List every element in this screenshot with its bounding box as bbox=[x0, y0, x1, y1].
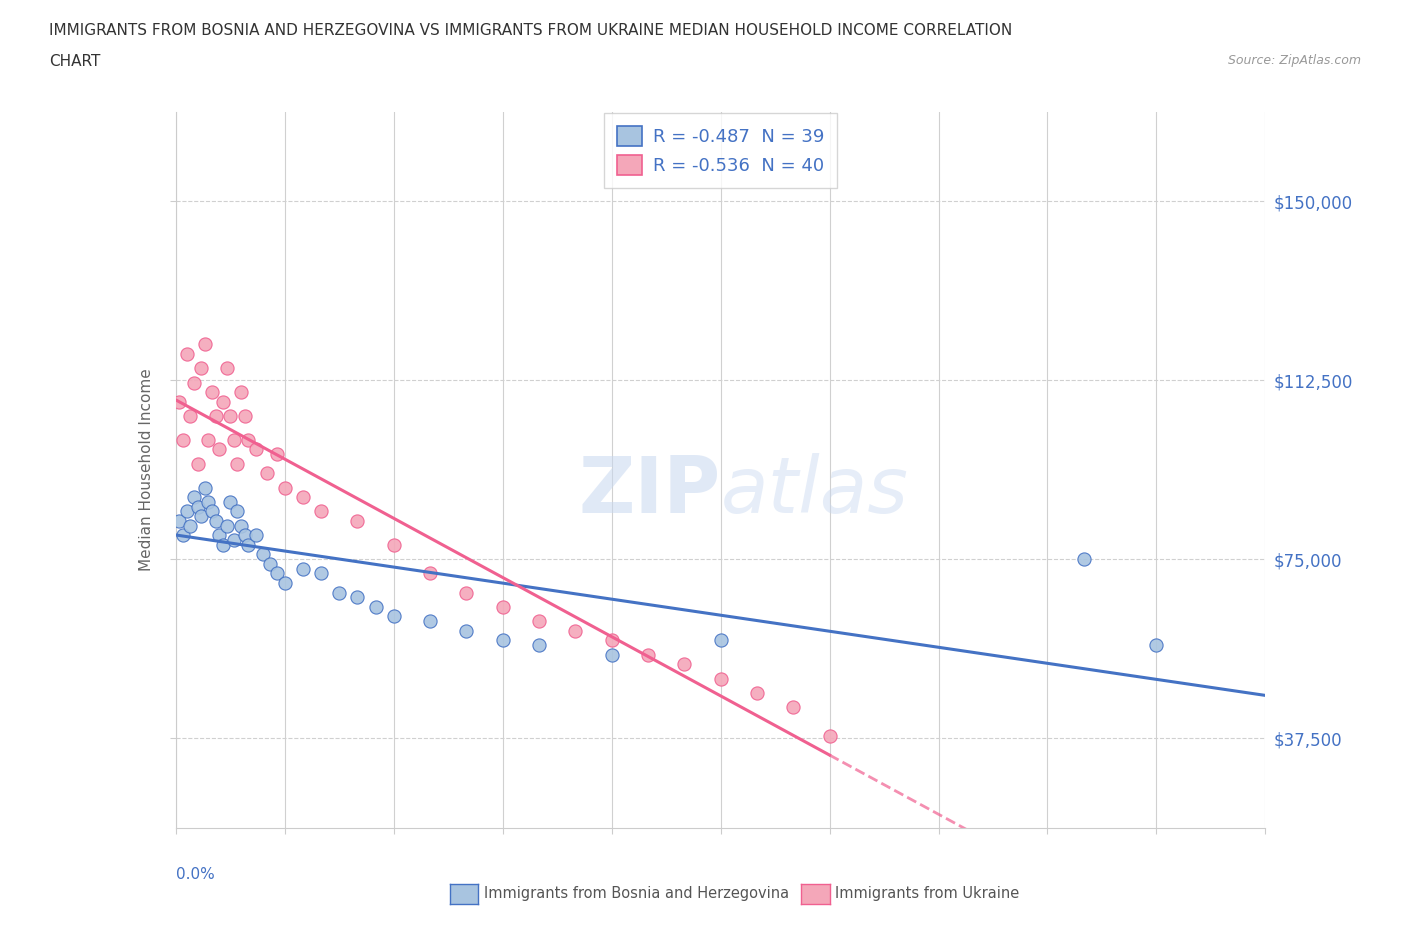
Point bbox=[259, 556, 281, 571]
Point bbox=[212, 538, 235, 552]
Point bbox=[492, 600, 515, 615]
Text: ZIP: ZIP bbox=[578, 453, 721, 529]
Point bbox=[231, 385, 253, 400]
Point bbox=[1146, 638, 1168, 653]
Point bbox=[190, 509, 212, 524]
Point bbox=[179, 518, 201, 533]
Point bbox=[233, 528, 256, 543]
Point bbox=[204, 408, 226, 423]
Point bbox=[456, 623, 478, 638]
Text: Immigrants from Bosnia and Herzegovina: Immigrants from Bosnia and Herzegovina bbox=[484, 886, 789, 901]
Point bbox=[564, 623, 586, 638]
Point bbox=[245, 442, 267, 457]
Point bbox=[183, 375, 205, 390]
Point bbox=[172, 528, 194, 543]
Text: Immigrants from Ukraine: Immigrants from Ukraine bbox=[835, 886, 1019, 901]
Text: IMMIGRANTS FROM BOSNIA AND HERZEGOVINA VS IMMIGRANTS FROM UKRAINE MEDIAN HOUSEHO: IMMIGRANTS FROM BOSNIA AND HERZEGOVINA V… bbox=[49, 23, 1012, 38]
Point bbox=[419, 614, 441, 629]
Point bbox=[382, 609, 405, 624]
Point bbox=[364, 600, 387, 615]
Point bbox=[194, 337, 217, 352]
Point bbox=[309, 566, 332, 581]
Point bbox=[492, 633, 515, 648]
Point bbox=[233, 408, 256, 423]
Point bbox=[818, 728, 841, 743]
Point bbox=[208, 442, 231, 457]
Point bbox=[252, 547, 274, 562]
Point bbox=[222, 432, 245, 447]
Point bbox=[226, 457, 249, 472]
Point bbox=[782, 699, 804, 714]
Point bbox=[291, 562, 314, 577]
Point bbox=[527, 614, 550, 629]
Point bbox=[1073, 551, 1095, 566]
Point bbox=[382, 538, 405, 552]
Point bbox=[186, 499, 209, 514]
Text: atlas: atlas bbox=[721, 453, 908, 529]
Point bbox=[172, 432, 194, 447]
Point bbox=[197, 495, 219, 510]
Point bbox=[600, 647, 623, 662]
Point bbox=[238, 432, 260, 447]
Point bbox=[212, 394, 235, 409]
Point bbox=[600, 633, 623, 648]
Point bbox=[179, 408, 201, 423]
Point bbox=[190, 361, 212, 376]
Point bbox=[527, 638, 550, 653]
Point bbox=[266, 566, 288, 581]
Point bbox=[419, 566, 441, 581]
Text: Source: ZipAtlas.com: Source: ZipAtlas.com bbox=[1227, 54, 1361, 67]
Point bbox=[169, 394, 191, 409]
Point bbox=[201, 385, 224, 400]
Point bbox=[309, 504, 332, 519]
Point bbox=[204, 513, 226, 528]
Text: 0.0%: 0.0% bbox=[176, 867, 215, 882]
Point bbox=[222, 533, 245, 548]
Point bbox=[710, 671, 733, 686]
Point bbox=[346, 590, 368, 604]
Point bbox=[346, 513, 368, 528]
Point bbox=[456, 585, 478, 600]
Legend: R = -0.487  N = 39, R = -0.536  N = 40: R = -0.487 N = 39, R = -0.536 N = 40 bbox=[605, 113, 837, 188]
Point bbox=[328, 585, 350, 600]
Point bbox=[215, 518, 238, 533]
Point bbox=[201, 504, 224, 519]
Point bbox=[186, 457, 209, 472]
Point bbox=[226, 504, 249, 519]
Point bbox=[183, 490, 205, 505]
Point bbox=[274, 480, 297, 495]
Y-axis label: Median Household Income: Median Household Income bbox=[139, 368, 155, 571]
Point bbox=[219, 408, 242, 423]
Point bbox=[176, 347, 198, 362]
Point bbox=[274, 576, 297, 591]
Point bbox=[266, 446, 288, 461]
Point bbox=[745, 685, 768, 700]
Point bbox=[245, 528, 267, 543]
Text: CHART: CHART bbox=[49, 54, 101, 69]
Point bbox=[215, 361, 238, 376]
Point bbox=[637, 647, 659, 662]
Point bbox=[256, 466, 278, 481]
Point bbox=[710, 633, 733, 648]
Point bbox=[219, 495, 242, 510]
Point bbox=[197, 432, 219, 447]
Point bbox=[208, 528, 231, 543]
Point bbox=[231, 518, 253, 533]
Point bbox=[176, 504, 198, 519]
Point bbox=[673, 657, 696, 671]
Point bbox=[194, 480, 217, 495]
Point bbox=[238, 538, 260, 552]
Point bbox=[169, 513, 191, 528]
Point bbox=[291, 490, 314, 505]
